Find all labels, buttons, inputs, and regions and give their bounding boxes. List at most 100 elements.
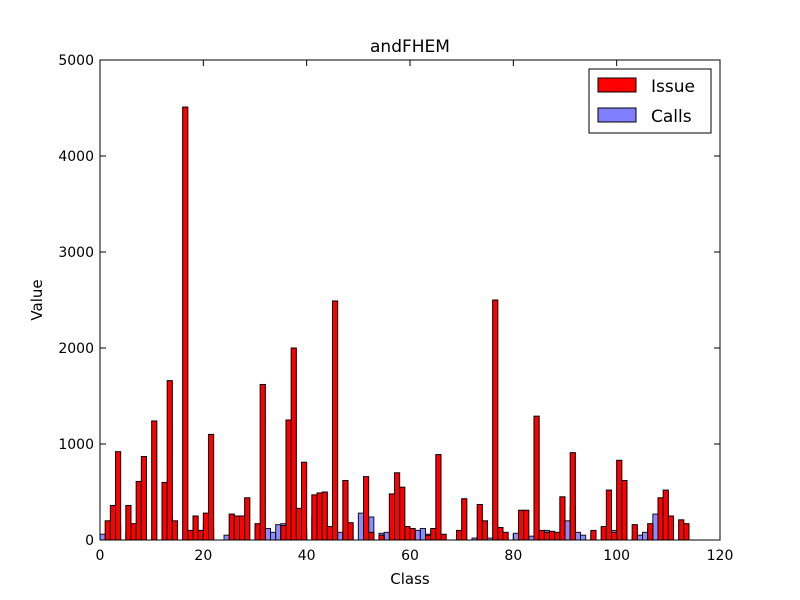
issue-bar bbox=[492, 299, 499, 541]
issue-bar bbox=[667, 515, 675, 541]
calls-bar bbox=[636, 534, 644, 541]
issue-bar bbox=[244, 497, 251, 541]
issue-bar bbox=[399, 486, 406, 541]
calls-bar bbox=[528, 535, 535, 541]
issue-bar bbox=[295, 507, 302, 541]
calls-bar bbox=[383, 531, 390, 541]
issue-bar bbox=[394, 472, 401, 541]
issue-bar bbox=[662, 489, 669, 541]
issue-bar bbox=[559, 496, 566, 541]
issue-bar bbox=[538, 529, 545, 541]
issue-bar bbox=[208, 433, 215, 541]
issue-bar bbox=[130, 523, 137, 541]
calls-bar bbox=[99, 533, 106, 541]
issue-bar bbox=[254, 523, 261, 541]
issue-bar bbox=[104, 520, 111, 541]
issue-bar bbox=[202, 512, 210, 541]
issue-bar bbox=[461, 498, 468, 541]
issue-bar bbox=[363, 476, 370, 541]
legend-calls-swatch bbox=[597, 107, 637, 123]
issue-bar bbox=[621, 479, 628, 541]
issue-bar bbox=[228, 513, 235, 541]
x-tick-label: 40 bbox=[298, 548, 316, 564]
issue-bar bbox=[456, 529, 463, 541]
y-axis-ticks: 0 1000 2000 3000 4000 5000 bbox=[58, 53, 720, 549]
issue-bar bbox=[678, 519, 685, 541]
issue-bar bbox=[197, 529, 204, 541]
issue-bar bbox=[554, 531, 561, 541]
issue-bar bbox=[140, 455, 148, 541]
issue-bar bbox=[290, 347, 297, 541]
y-tick-label: 1000 bbox=[58, 437, 94, 453]
issue-bar bbox=[192, 515, 199, 541]
issue-bar bbox=[332, 300, 339, 541]
calls-bar bbox=[574, 531, 582, 541]
issue-bar bbox=[502, 531, 509, 541]
x-tick-label: 0 bbox=[96, 548, 105, 564]
issue-bar bbox=[543, 531, 551, 541]
issue-bar bbox=[166, 380, 173, 541]
issue-bar bbox=[409, 527, 416, 541]
calls-bar bbox=[642, 531, 649, 541]
calls-bar bbox=[223, 534, 230, 541]
issue-bar bbox=[311, 494, 318, 541]
issue-bar bbox=[404, 526, 411, 541]
issue-bar bbox=[569, 452, 576, 541]
issue-bar bbox=[326, 526, 333, 541]
issue-bar bbox=[600, 526, 607, 541]
x-tick-label: 20 bbox=[194, 548, 212, 564]
issue-bar bbox=[368, 531, 375, 541]
y-tick-label: 5000 bbox=[58, 53, 94, 69]
issue-bar bbox=[125, 504, 132, 541]
issue-bar bbox=[135, 480, 142, 541]
legend-issue-swatch bbox=[597, 77, 637, 93]
issue-bar bbox=[316, 492, 323, 541]
issue-bar bbox=[657, 497, 664, 541]
y-axis-label: Value bbox=[28, 279, 46, 320]
issue-bar bbox=[425, 534, 432, 541]
issue-bar bbox=[533, 415, 540, 541]
issue-bar bbox=[347, 522, 354, 541]
issue-bar bbox=[481, 520, 488, 541]
issue-bar bbox=[182, 106, 189, 541]
issue-bar bbox=[301, 461, 308, 541]
calls-bar bbox=[652, 513, 659, 541]
calls-bar bbox=[275, 524, 282, 541]
issue-bar bbox=[115, 451, 122, 541]
x-axis-ticks: 0 20 40 60 80 100 120 bbox=[96, 60, 734, 564]
issue-bar bbox=[171, 520, 179, 541]
x-tick-label: 60 bbox=[401, 548, 419, 564]
issue-bar bbox=[378, 534, 385, 541]
issue-bar bbox=[631, 524, 638, 541]
x-axis-label: Class bbox=[390, 570, 430, 588]
issue-bar bbox=[435, 454, 442, 541]
calls-bar bbox=[270, 531, 277, 541]
issue-bar bbox=[476, 503, 483, 541]
y-tick-label: 2000 bbox=[58, 341, 94, 357]
issue-bar bbox=[518, 509, 525, 541]
y-tick-label: 3000 bbox=[58, 245, 94, 261]
x-tick-label: 120 bbox=[707, 548, 734, 564]
issue-bar bbox=[590, 529, 597, 541]
issue-bar bbox=[523, 509, 530, 541]
calls-bar bbox=[580, 534, 587, 541]
legend-issue-label: Issue bbox=[651, 77, 695, 97]
issue-bar bbox=[342, 479, 349, 541]
issue-bar bbox=[161, 481, 168, 541]
calls-bar bbox=[414, 529, 421, 541]
issue-bar bbox=[151, 420, 158, 541]
y-tick-label: 0 bbox=[85, 533, 94, 549]
issue-bar bbox=[549, 530, 556, 541]
issue-bar bbox=[616, 459, 623, 541]
x-tick-label: 100 bbox=[603, 548, 630, 564]
issue-bar bbox=[430, 527, 437, 541]
issue-bar bbox=[109, 504, 117, 541]
calls-bar bbox=[264, 527, 271, 541]
issue-bar bbox=[497, 527, 504, 541]
y-tick-label: 4000 bbox=[58, 149, 94, 165]
x-tick-label: 80 bbox=[504, 548, 522, 564]
issue-bar bbox=[605, 489, 613, 541]
issue-bar bbox=[647, 523, 654, 541]
issue-bar bbox=[259, 383, 266, 541]
